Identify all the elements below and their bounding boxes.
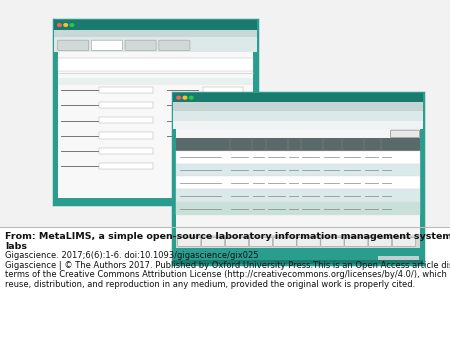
Circle shape: [177, 96, 180, 99]
Circle shape: [183, 96, 187, 99]
Bar: [176, 129, 420, 248]
FancyBboxPatch shape: [178, 238, 201, 246]
FancyBboxPatch shape: [225, 238, 248, 246]
FancyBboxPatch shape: [392, 238, 416, 246]
Circle shape: [58, 24, 61, 26]
FancyBboxPatch shape: [58, 40, 89, 50]
Bar: [99, 102, 153, 108]
FancyBboxPatch shape: [249, 238, 273, 246]
Bar: [58, 52, 253, 198]
Bar: [0, 0, 450, 227]
Bar: [99, 148, 153, 154]
Bar: [176, 176, 420, 189]
Bar: [54, 30, 256, 37]
Bar: [173, 102, 423, 111]
Text: terms of the Creative Commons Attribution License (http://creativecommons.org/li: terms of the Creative Commons Attributio…: [5, 270, 450, 280]
Text: Gigascience. 2017;6(6):1-6. doi:10.1093/gigascience/gix025: Gigascience. 2017;6(6):1-6. doi:10.1093/…: [5, 251, 259, 260]
Bar: [176, 138, 420, 151]
Bar: [99, 87, 153, 93]
Text: Gigascience | © The Authors 2017. Published by Oxford University Press.This is a: Gigascience | © The Authors 2017. Publis…: [5, 261, 450, 270]
Bar: [176, 202, 420, 215]
Bar: [54, 37, 256, 52]
FancyBboxPatch shape: [321, 238, 344, 246]
Bar: [202, 102, 243, 108]
Bar: [202, 119, 230, 123]
Bar: [54, 20, 256, 30]
Bar: [58, 58, 253, 71]
Circle shape: [189, 96, 193, 99]
FancyBboxPatch shape: [345, 238, 368, 246]
FancyBboxPatch shape: [369, 238, 392, 246]
Bar: [202, 103, 230, 107]
Bar: [99, 117, 153, 123]
FancyBboxPatch shape: [159, 40, 190, 50]
FancyBboxPatch shape: [273, 238, 296, 246]
Text: labs: labs: [5, 242, 27, 251]
Bar: [176, 189, 420, 202]
Bar: [173, 121, 423, 129]
Text: reuse, distribution, and reproduction in any medium, provided the original work : reuse, distribution, and reproduction in…: [5, 280, 416, 289]
Circle shape: [70, 24, 74, 26]
Bar: [176, 151, 420, 164]
FancyBboxPatch shape: [125, 40, 156, 50]
Bar: [99, 132, 153, 139]
Bar: [58, 78, 253, 84]
Bar: [173, 111, 423, 121]
Text: From: MetaLIMS, a simple open-source laboratory information management system fo: From: MetaLIMS, a simple open-source lab…: [5, 232, 450, 241]
Bar: [99, 163, 153, 169]
Bar: [378, 256, 419, 260]
Bar: [176, 235, 420, 248]
Bar: [173, 93, 423, 102]
Bar: [173, 256, 423, 264]
FancyBboxPatch shape: [173, 93, 423, 264]
Circle shape: [64, 24, 68, 26]
Bar: [173, 260, 423, 264]
Bar: [202, 117, 243, 123]
Bar: [202, 88, 230, 92]
FancyBboxPatch shape: [54, 20, 256, 204]
FancyBboxPatch shape: [391, 130, 419, 138]
FancyBboxPatch shape: [91, 40, 122, 50]
FancyBboxPatch shape: [297, 238, 320, 246]
Bar: [202, 134, 230, 138]
Bar: [176, 164, 420, 176]
Bar: [54, 198, 256, 204]
FancyBboxPatch shape: [202, 238, 225, 246]
Bar: [202, 87, 243, 93]
